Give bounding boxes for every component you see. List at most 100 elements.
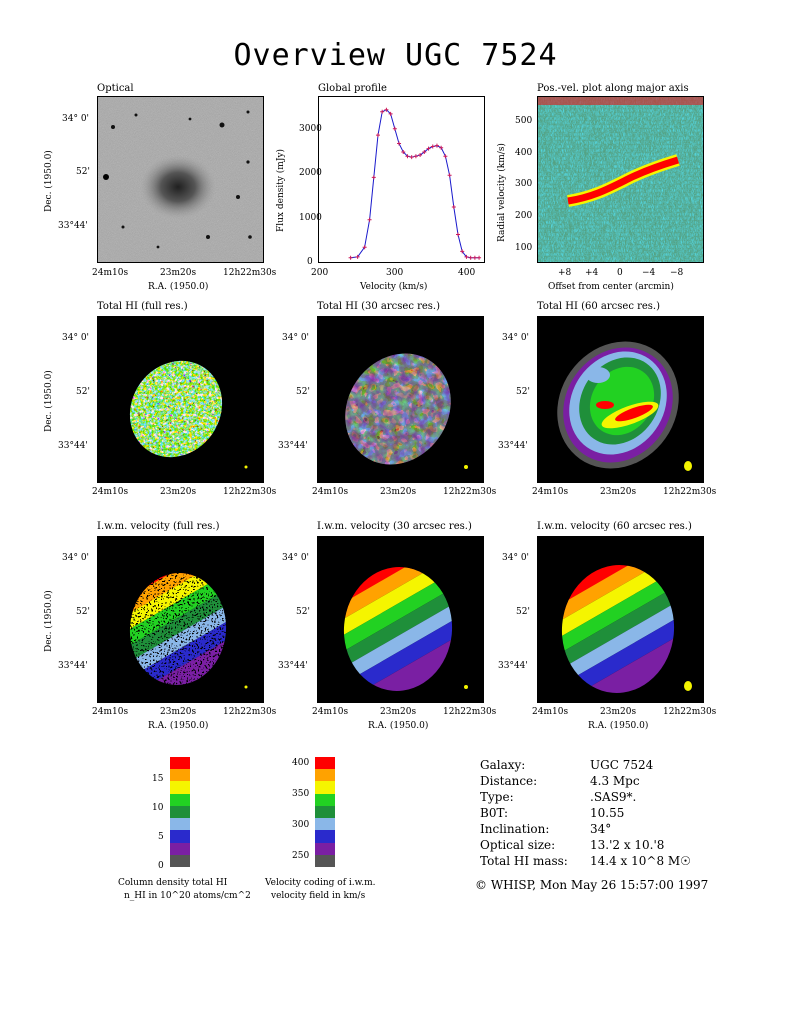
pv-title: Pos.-vel. plot along major axis [537, 83, 689, 94]
dec-tick: 33°44' [498, 441, 528, 451]
optical-image-svg [98, 97, 263, 262]
dec-label: Dec. (1950.0) [44, 370, 54, 432]
iwm-30-map [317, 536, 484, 703]
pv-xtick: 0 [617, 268, 623, 278]
profile-data-point [384, 107, 389, 112]
cb2-tick: 300 [292, 820, 310, 830]
cb1-caption-line2: n_HI in 10^20 atoms/cm^2 [124, 891, 251, 901]
profile-data-point [388, 111, 393, 116]
info-label: Distance: [480, 774, 538, 788]
iwm-30-svg [338, 562, 468, 696]
ra-tick: 24m10s [92, 707, 129, 717]
ra-tick: 12h22m30s [663, 487, 717, 497]
cb1-tick: 0 [158, 861, 164, 871]
ra-tick: 24m10s [532, 487, 569, 497]
colorbar-segment [170, 805, 190, 819]
profile-data-point [472, 255, 477, 260]
profile-xtick: 300 [386, 268, 404, 278]
cb2-tick: 250 [292, 851, 310, 861]
profile-series-line [350, 109, 480, 259]
ra-label: R.A. (1950.0) [148, 282, 209, 292]
colorbar-segment [315, 781, 335, 794]
info-row: Total HI mass: 14.4 x 10^8 M☉ [480, 854, 780, 870]
colorbar-segment [315, 854, 335, 867]
info-value: 4.3 Mpc [590, 774, 640, 788]
total-hi-full-title: Total HI (full res.) [97, 301, 188, 312]
profile-data-point [380, 109, 385, 114]
colorbar-segment [315, 842, 335, 855]
iwm-full-svg [125, 569, 248, 689]
pv-xlabel: Offset from center (arcmin) [548, 282, 674, 292]
colorbar-segment [315, 757, 335, 770]
pv-ytick: 300 [515, 179, 533, 189]
pv-plot [537, 96, 704, 263]
velocity-colorbar [315, 757, 335, 867]
info-value: 34° [590, 822, 612, 836]
iwm-60-title: I.w.m. velocity (60 arcsec res.) [537, 521, 692, 532]
ra-tick: 23m20s [600, 487, 637, 497]
info-value: 14.4 x 10^8 M☉ [590, 854, 691, 868]
dec-tick: 33°44' [278, 661, 308, 671]
column-density-colorbar [170, 757, 190, 867]
pv-xtick: +8 [558, 268, 572, 278]
dec-tick: 34° 0' [502, 333, 530, 343]
profile-ytick: 1000 [299, 213, 322, 223]
cb1-caption-line1: Column density total HI [118, 878, 228, 888]
colorbar-segment [315, 818, 335, 831]
colorbar-segment [315, 830, 335, 843]
colorbar-segment [315, 805, 335, 819]
colorbar-segment [170, 818, 190, 831]
profile-data-point [422, 150, 427, 154]
cb1-tick: 15 [152, 774, 164, 784]
profile-data-point [460, 249, 465, 254]
cb2-tick: 350 [292, 789, 310, 799]
info-label: Galaxy: [480, 758, 526, 772]
pv-plot-svg [538, 97, 703, 262]
dec-tick: 33°44' [278, 441, 308, 451]
global-profile-plot [318, 96, 485, 263]
iwm-full-title: I.w.m. velocity (full res.) [97, 521, 220, 532]
cb2-caption-line1: Velocity coding of i.w.m. [265, 878, 376, 888]
total-hi-full-map [97, 316, 264, 483]
pv-xtick: −4 [642, 268, 656, 278]
dec-tick: 33°44' [498, 661, 528, 671]
ra-label: R.A. (1950.0) [148, 721, 209, 731]
total-hi-60-svg [557, 341, 692, 471]
colorbar-segment [170, 793, 190, 806]
galaxy-info-table: Galaxy: UGC 7524 Distance: 4.3 Mpc Type:… [480, 758, 780, 870]
profile-ytick: 0 [307, 257, 313, 267]
ra-label: R.A. (1950.0) [368, 721, 429, 731]
dec-tick: 33°44' [58, 221, 88, 231]
ra-tick: 23m20s [160, 268, 197, 278]
colorbar-segment [170, 781, 190, 794]
pv-ytick: 100 [515, 243, 533, 253]
profile-data-point [367, 217, 372, 222]
dec-tick: 52' [296, 387, 310, 397]
info-label: Total HI mass: [480, 854, 568, 868]
profile-data-point [447, 173, 452, 178]
dec-tick: 52' [296, 607, 310, 617]
pv-ytick: 200 [515, 211, 533, 221]
total-hi-30-title: Total HI (30 arcsec res.) [317, 301, 441, 312]
cb1-tick: 10 [152, 803, 164, 813]
profile-data-point [464, 254, 469, 259]
profile-data-point [413, 154, 418, 159]
pv-ylabel: Radial velocity (km/s) [497, 143, 507, 242]
profile-data-point [430, 144, 435, 149]
profile-data-point [456, 232, 461, 237]
profile-data-point [439, 145, 444, 150]
colorbar-segment [170, 830, 190, 843]
colorbar-segment [170, 842, 190, 855]
profile-data-point [468, 255, 473, 260]
ra-tick: 12h22m30s [223, 487, 277, 497]
ra-tick: 12h22m30s [223, 707, 277, 717]
info-label: Optical size: [480, 838, 556, 852]
info-label: B0T: [480, 806, 509, 820]
profile-data-point [348, 255, 353, 260]
info-value: 13.'2 x 10.'8 [590, 838, 665, 852]
colorbar-segment [315, 793, 335, 806]
info-label: Inclination: [480, 822, 550, 836]
optical-image [97, 96, 264, 263]
dec-tick: 34° 0' [62, 553, 90, 563]
info-row: Distance: 4.3 Mpc [480, 774, 780, 790]
